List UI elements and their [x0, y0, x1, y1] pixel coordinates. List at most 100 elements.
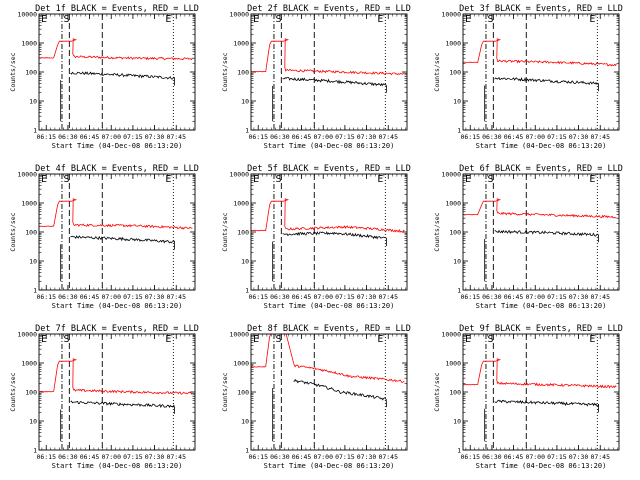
panel-det-5f: Det 5f BLACK = Events, RED = LLD Counts/s… [221, 164, 411, 310]
x-tick-label: 07:15 [335, 453, 355, 461]
events-curve [494, 229, 599, 243]
x-tick-label: 07:30 [145, 133, 165, 141]
events-curve [494, 76, 599, 92]
lld-curve [251, 198, 405, 233]
lld-curve [39, 358, 193, 395]
y-tick-label: 10000 [441, 331, 461, 339]
x-tick-label: 06:30 [58, 453, 78, 461]
x-axis-label: Start Time (04-Dec-08 06:13:20) [264, 302, 395, 310]
x-tick-label: 07:45 [378, 133, 398, 141]
panel-title: Det 6f BLACK = Events, RED = LLD [459, 164, 623, 174]
x-tick-label: 07:15 [335, 293, 355, 301]
panel-det-7f: Det 7f BLACK = Events, RED = LLD Counts/s… [9, 324, 199, 470]
x-tick-label: 07:45 [166, 293, 186, 301]
y-tick-label: 100 [449, 69, 461, 77]
y-tick-label: 1000 [21, 40, 37, 48]
panel-title: Det 8f BLACK = Events, RED = LLD [247, 324, 411, 334]
marker-s: S [487, 334, 493, 345]
events-curve [70, 71, 175, 86]
x-tick-label: 07:00 [525, 293, 545, 301]
x-tick-label: 07:30 [357, 453, 377, 461]
y-tick-label: 10 [453, 418, 461, 426]
events-curve [293, 378, 387, 408]
lld-curve [251, 334, 405, 383]
panel-det-6f: Det 6f BLACK = Events, RED = LLD Counts/s… [433, 164, 623, 310]
x-tick-label: 07:00 [101, 293, 121, 301]
marker-s: S [275, 14, 281, 25]
x-tick-label: 06:15 [36, 293, 56, 301]
x-tick-label: 07:30 [145, 293, 165, 301]
lld-curve [463, 198, 617, 219]
y-tick-label: 10000 [229, 331, 249, 339]
panel-det-1f: Det 1f BLACK = Events, RED = LLD Counts/s… [9, 4, 199, 150]
plot-frame [38, 333, 196, 451]
y-tick-label: 1 [457, 127, 461, 135]
marker-s: S [63, 14, 69, 25]
x-tick-label: 07:30 [357, 133, 377, 141]
x-tick-label: 07:45 [378, 293, 398, 301]
y-axis-label: Counts/sec [433, 372, 441, 411]
y-tick-label: 10000 [17, 171, 37, 179]
plot-frame [462, 333, 620, 451]
y-axis-label: Counts/sec [221, 52, 229, 91]
x-tick-label: 06:45 [504, 453, 524, 461]
x-tick-label: 06:15 [248, 293, 268, 301]
x-tick-label: 07:30 [145, 453, 165, 461]
x-axis-label: Start Time (04-Dec-08 06:13:20) [52, 462, 183, 470]
x-tick-label: 07:15 [547, 453, 567, 461]
y-axis-label: Counts/sec [9, 52, 17, 91]
y-tick-label: 10000 [229, 11, 249, 19]
marker-right-e: E [589, 174, 595, 185]
x-tick-label: 07:45 [166, 453, 186, 461]
plot-frame [462, 173, 620, 291]
panel-det-9f: Det 9f BLACK = Events, RED = LLD Counts/s… [433, 324, 623, 470]
y-tick-label: 1000 [445, 40, 461, 48]
plot-frame [250, 173, 408, 291]
x-tick-label: 06:45 [504, 293, 524, 301]
y-tick-label: 1 [457, 287, 461, 295]
y-tick-label: 1000 [445, 200, 461, 208]
x-tick-label: 06:30 [482, 133, 502, 141]
marker-right-e: E [377, 14, 383, 25]
x-tick-label: 06:15 [248, 453, 268, 461]
y-tick-label: 1000 [21, 360, 37, 368]
y-tick-label: 1 [245, 287, 249, 295]
y-tick-label: 1000 [445, 360, 461, 368]
y-tick-label: 1 [33, 127, 37, 135]
marker-left-e: E [41, 14, 47, 25]
x-tick-label: 07:15 [335, 133, 355, 141]
x-tick-label: 07:00 [101, 453, 121, 461]
x-axis-label: Start Time (04-Dec-08 06:13:20) [476, 462, 607, 470]
x-tick-label: 07:45 [378, 453, 398, 461]
y-tick-label: 10 [453, 98, 461, 106]
x-tick-label: 07:00 [313, 133, 333, 141]
panel-det-3f: Det 3f BLACK = Events, RED = LLD Counts/s… [433, 4, 623, 150]
panel-title: Det 5f BLACK = Events, RED = LLD [247, 164, 411, 174]
lld-curve [463, 38, 617, 67]
events-curve [282, 77, 387, 93]
x-tick-label: 06:30 [58, 293, 78, 301]
x-axis-label: Start Time (04-Dec-08 06:13:20) [476, 142, 607, 150]
y-tick-label: 10 [29, 98, 37, 106]
y-tick-label: 10 [241, 418, 249, 426]
lld-curve [39, 38, 193, 61]
y-tick-label: 100 [449, 389, 461, 397]
y-axis-label: Counts/sec [221, 212, 229, 251]
x-tick-label: 07:30 [569, 293, 589, 301]
x-axis-label: Start Time (04-Dec-08 06:13:20) [52, 142, 183, 150]
lld-curve [463, 358, 617, 389]
y-tick-label: 100 [25, 69, 37, 77]
x-tick-label: 06:15 [460, 293, 480, 301]
y-axis-label: Counts/sec [433, 212, 441, 251]
y-tick-label: 10000 [17, 331, 37, 339]
y-tick-label: 100 [25, 389, 37, 397]
y-tick-label: 1 [33, 287, 37, 295]
x-tick-label: 07:00 [525, 453, 545, 461]
y-tick-label: 100 [237, 69, 249, 77]
plot-frame [250, 13, 408, 131]
panel-title: Det 2f BLACK = Events, RED = LLD [247, 4, 411, 14]
y-tick-label: 10000 [229, 171, 249, 179]
marker-left-e: E [465, 334, 471, 345]
panel-det-8f: Det 8f BLACK = Events, RED = LLD Counts/s… [221, 324, 411, 470]
x-tick-label: 06:30 [482, 453, 502, 461]
